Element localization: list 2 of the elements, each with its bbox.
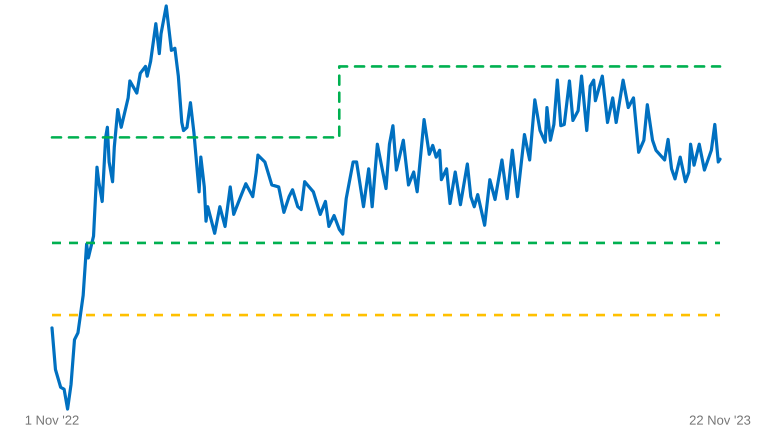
x-tick-label: 22 Nov '23 bbox=[690, 416, 750, 425]
x-tick-label: 1 Nov '22 bbox=[26, 416, 79, 425]
